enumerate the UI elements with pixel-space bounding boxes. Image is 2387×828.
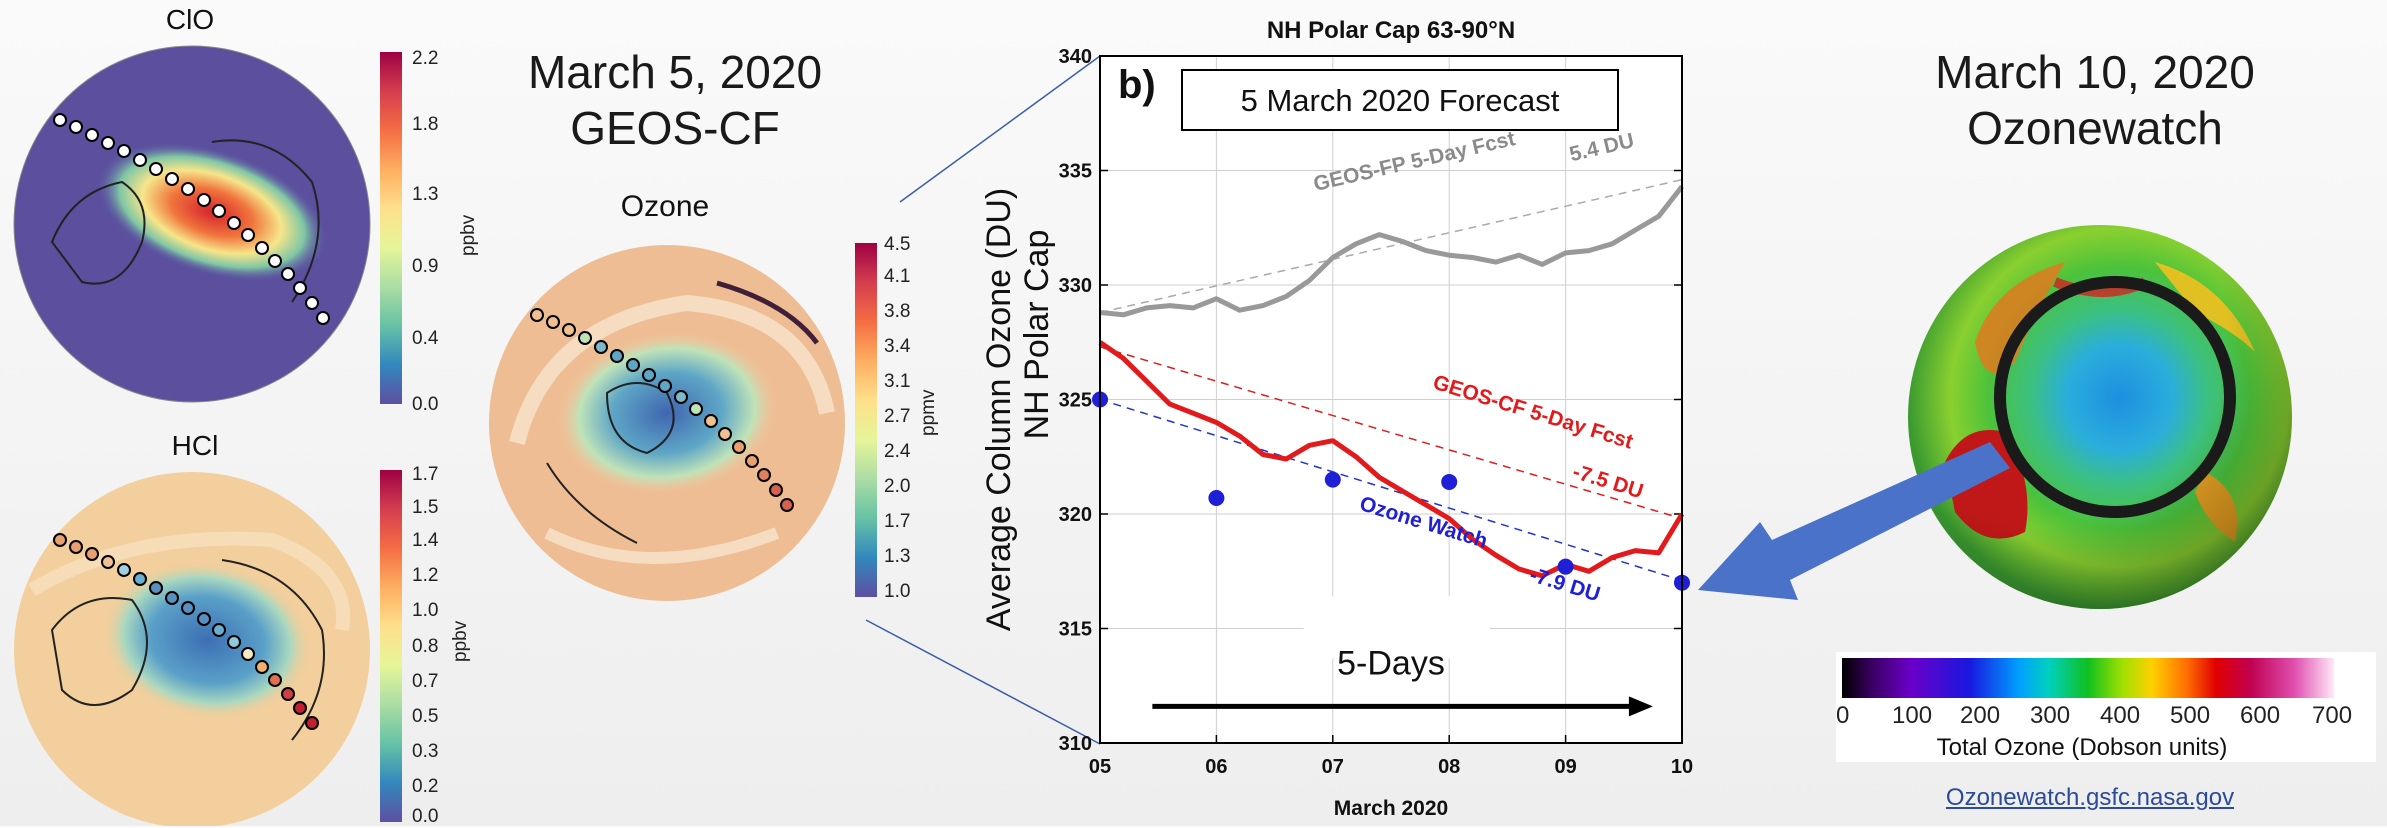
oz-tick-0: 4.5 xyxy=(884,234,911,255)
oz-tick-1: 4.1 xyxy=(884,266,911,287)
hcl-orbit-track xyxy=(53,533,319,730)
y-tick-label: 320 xyxy=(1059,504,1092,526)
to-tick-4: 400 xyxy=(2100,702,2141,729)
oz-tick-6: 2.4 xyxy=(884,441,911,462)
ozone-timeseries-chart: 310 315 320 325 330 335 340 05 06 07 08 09 10 NH Pola… xyxy=(980,17,1693,820)
y-axis-label-line1: Average Column Ozone (DU) xyxy=(980,188,1018,631)
ozone-map xyxy=(489,245,845,601)
hcl-tick-8: 0.3 xyxy=(412,741,439,762)
oz-tick-8: 1.7 xyxy=(884,511,911,532)
trend-line-2 xyxy=(1099,398,1683,582)
clo-tick-1: 1.8 xyxy=(412,114,439,135)
x-tick-label: 07 xyxy=(1322,756,1344,778)
clo-label: ClO xyxy=(165,4,215,35)
right-title: March 10, 2020 Ozonewatch xyxy=(1890,44,2300,156)
clo-orbit-track xyxy=(53,113,330,325)
x-axis-label: March 2020 xyxy=(1334,797,1448,820)
ozone-orbit-track xyxy=(530,308,794,512)
clo-tick-5: 0.0 xyxy=(412,394,439,415)
to-tick-1: 100 xyxy=(1892,702,1933,729)
to-tick-0: 0 xyxy=(1836,702,1850,729)
ozonewatch-point xyxy=(1557,558,1574,575)
hcl-tick-5: 0.8 xyxy=(412,636,439,657)
x-tick-label: 09 xyxy=(1554,756,1576,778)
to-tick-5: 500 xyxy=(2170,702,2211,729)
trend-line-0 xyxy=(1099,178,1683,314)
hcl-tick-0: 1.7 xyxy=(412,464,439,485)
right-title-line1: March 10, 2020 xyxy=(1935,46,2255,98)
clo-map xyxy=(13,45,371,403)
ozonewatch-point xyxy=(1208,489,1225,506)
hcl-colorbar xyxy=(380,470,402,822)
oz-tick-7: 2.0 xyxy=(884,476,911,497)
ozonewatch-point xyxy=(1441,473,1458,490)
period-label-bg xyxy=(1303,596,1490,659)
x-tick-label: 08 xyxy=(1438,756,1460,778)
series-line-1 xyxy=(1098,340,1685,579)
hcl-tick-9: 0.2 xyxy=(412,776,439,797)
y-tick-label: 340 xyxy=(1059,46,1092,68)
series-line-0 xyxy=(1099,184,1684,318)
y-tick-label: 310 xyxy=(1059,733,1092,755)
to-tick-6: 600 xyxy=(2240,702,2281,729)
period-arrow-head xyxy=(1628,696,1653,717)
pointer-arrow xyxy=(1698,442,2010,600)
oz-tick-4: 3.1 xyxy=(884,371,911,392)
clo-colorbar xyxy=(380,52,402,404)
hcl-tick-7: 0.5 xyxy=(412,706,439,727)
x-tick-label: 06 xyxy=(1205,756,1227,778)
ozonewatch-link[interactable]: Ozonewatch.gsfc.nasa.gov xyxy=(1945,784,2235,811)
middle-title: March 5, 2020 GEOS-CF xyxy=(490,44,860,156)
y-tick-label: 330 xyxy=(1059,275,1092,297)
x-tick-label: 10 xyxy=(1671,756,1693,778)
hcl-tick-1: 1.5 xyxy=(412,497,439,518)
panel-label: b) xyxy=(1118,63,1156,107)
x-tick-label: 05 xyxy=(1089,756,1111,778)
chart-title: NH Polar Cap 63-90°N xyxy=(1267,17,1515,44)
y-axis-label-line2: NH Polar Cap xyxy=(1018,230,1056,440)
y-tick-label: 315 xyxy=(1059,619,1092,641)
middle-title-line2: GEOS-CF xyxy=(570,102,780,154)
oz-tick-9: 1.3 xyxy=(884,546,911,567)
ozone-colorbar xyxy=(855,243,877,597)
y-tick-label: 325 xyxy=(1059,390,1092,412)
clo-tick-3: 0.9 xyxy=(412,256,439,277)
clo-tick-0: 2.2 xyxy=(412,48,439,69)
forecast-box xyxy=(1181,69,1619,131)
ozone-label: Ozone xyxy=(620,190,710,223)
hcl-map xyxy=(14,472,370,826)
oz-tick-10: 1.0 xyxy=(884,581,911,602)
to-tick-7: 700 xyxy=(2312,702,2353,729)
hcl-tick-6: 0.7 xyxy=(412,671,439,692)
period-label: 5-Days xyxy=(1337,644,1445,682)
hcl-tick-10: 0.0 xyxy=(412,806,439,827)
hcl-label: HCl xyxy=(171,430,219,461)
ozonewatch-point xyxy=(1324,471,1341,488)
middle-title-line1: March 5, 2020 xyxy=(527,46,823,98)
total-ozone-colorbar-label: Total Ozone (Dobson units) xyxy=(1936,734,2228,761)
y-tick-label: 335 xyxy=(1059,161,1092,183)
hcl-tick-2: 1.4 xyxy=(412,530,439,551)
clo-tick-2: 1.3 xyxy=(412,184,439,205)
clo-tick-4: 0.4 xyxy=(412,328,439,349)
oz-tick-3: 3.4 xyxy=(884,336,911,357)
total-ozone-colorbar xyxy=(1842,658,2334,698)
forecast-box-label: 5 March 2020 Forecast xyxy=(1241,83,1560,118)
to-tick-2: 200 xyxy=(1960,702,2001,729)
trend-line-1 xyxy=(1099,346,1683,520)
oz-tick-2: 3.8 xyxy=(884,301,911,322)
hcl-tick-4: 1.0 xyxy=(412,600,439,621)
plot-frame xyxy=(1099,55,1683,744)
to-tick-3: 300 xyxy=(2030,702,2071,729)
ozonewatch-globe xyxy=(1908,225,2292,609)
oz-tick-5: 2.7 xyxy=(884,406,911,427)
right-title-line2: Ozonewatch xyxy=(1967,102,2223,154)
hcl-tick-3: 1.2 xyxy=(412,565,439,586)
polar-cap-circle xyxy=(1994,276,2236,518)
